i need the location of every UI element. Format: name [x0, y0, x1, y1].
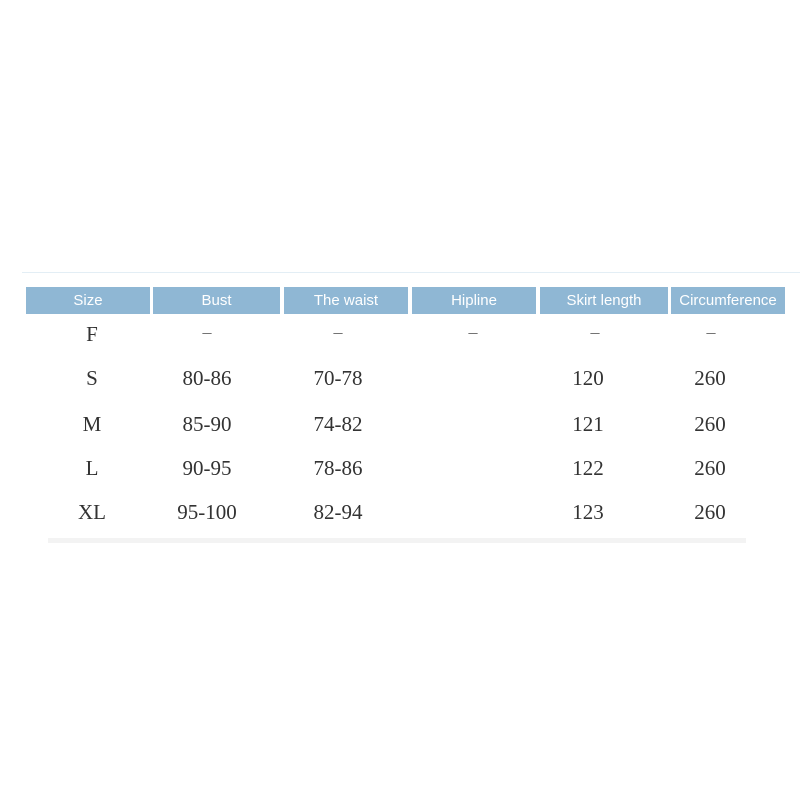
column-header: Size	[26, 287, 150, 314]
table-cell: 260	[694, 412, 726, 436]
column-header: Skirt length	[540, 287, 668, 314]
table-cell: 123	[572, 500, 604, 524]
column-header: Bust	[153, 287, 280, 314]
table-cell: 82-94	[313, 500, 363, 524]
table-cell: 80-86	[182, 366, 232, 390]
table-cell: F	[86, 322, 98, 346]
table-cell: –	[706, 322, 716, 342]
table-cell: 260	[694, 500, 726, 524]
divider	[48, 538, 746, 543]
table-cell: 121	[572, 412, 604, 436]
table-cell: M	[82, 412, 102, 436]
column-header: Hipline	[412, 287, 536, 314]
table-cell: 70-78	[313, 366, 363, 390]
table-cell: 120	[572, 366, 604, 390]
table-cell: 74-82	[313, 412, 363, 436]
table-cell: 95-100	[177, 500, 237, 524]
table-cell: 90-95	[182, 456, 232, 480]
column-header: The waist	[284, 287, 408, 314]
column-header: Circumference	[671, 287, 785, 314]
table-cell: –	[202, 322, 212, 342]
table-cell: 78-86	[313, 456, 363, 480]
table-cell: –	[590, 322, 600, 342]
divider	[22, 272, 800, 273]
table-cell: 260	[694, 366, 726, 390]
table-cell: L	[85, 456, 99, 480]
table-cell: S	[86, 366, 98, 390]
table-cell: 85-90	[182, 412, 232, 436]
table-cell: 122	[572, 456, 604, 480]
table-cell: –	[468, 322, 478, 342]
table-cell: –	[333, 322, 343, 342]
table-cell: XL	[78, 500, 106, 524]
table-cell: 260	[694, 456, 726, 480]
